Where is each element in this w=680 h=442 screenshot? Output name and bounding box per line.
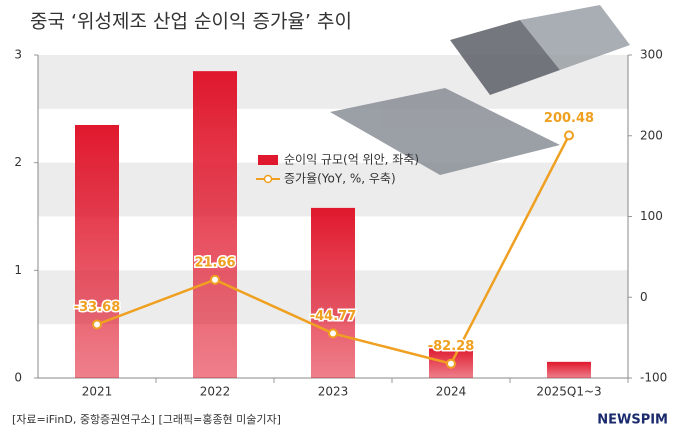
- y-tick-label: 0: [14, 371, 22, 385]
- data-label: 200.48: [544, 111, 594, 126]
- y2-tick-label: 0: [640, 290, 648, 304]
- logo: NEWSPIM: [597, 413, 668, 428]
- line-marker: [564, 130, 574, 141]
- chart-title: 중국 ‘위성제조 산업 순이익 증가율’ 추이: [30, 11, 352, 33]
- data-label: -44.77: [310, 309, 357, 324]
- line-marker: [210, 274, 220, 285]
- x-tick-label: 2023: [318, 385, 349, 399]
- legend-label: 순이익 규모(억 위안, 좌축): [284, 153, 419, 167]
- line-marker: [92, 319, 102, 330]
- bar: [311, 207, 355, 378]
- x-tick-label: 2024: [436, 385, 467, 399]
- bar: [75, 124, 119, 378]
- data-label: 21.66: [194, 255, 235, 270]
- x-tick-label: 2021: [82, 385, 113, 399]
- grid-band: [38, 162, 628, 217]
- data-label: -33.68: [74, 300, 121, 315]
- satellite-illustration: [330, 5, 630, 175]
- y-tick-label: 2: [14, 155, 22, 169]
- line-marker: [328, 328, 338, 339]
- legend-swatch: [258, 155, 278, 165]
- data-label: -82.28: [428, 339, 475, 354]
- y2-tick-label: 100: [640, 209, 663, 223]
- bar: [547, 361, 591, 378]
- y2-tick-label: 200: [640, 128, 663, 142]
- y-tick-label: 1: [14, 263, 22, 277]
- legend-label: 증가율(YoY, %, 우축): [284, 172, 396, 186]
- legend-swatch: [263, 174, 273, 184]
- y-tick-label: 3: [14, 48, 22, 62]
- line-marker: [446, 358, 456, 369]
- y2-tick-label: 300: [640, 48, 663, 62]
- y2-tick-label: -100: [640, 371, 667, 385]
- x-tick-label: 2022: [200, 385, 231, 399]
- x-tick-label: 2025Q1~3: [536, 385, 601, 399]
- source: [자료=iFinD, 중항증권연구소] [그래픽=홍종현 미술기자]: [12, 412, 281, 426]
- bar: [193, 71, 237, 379]
